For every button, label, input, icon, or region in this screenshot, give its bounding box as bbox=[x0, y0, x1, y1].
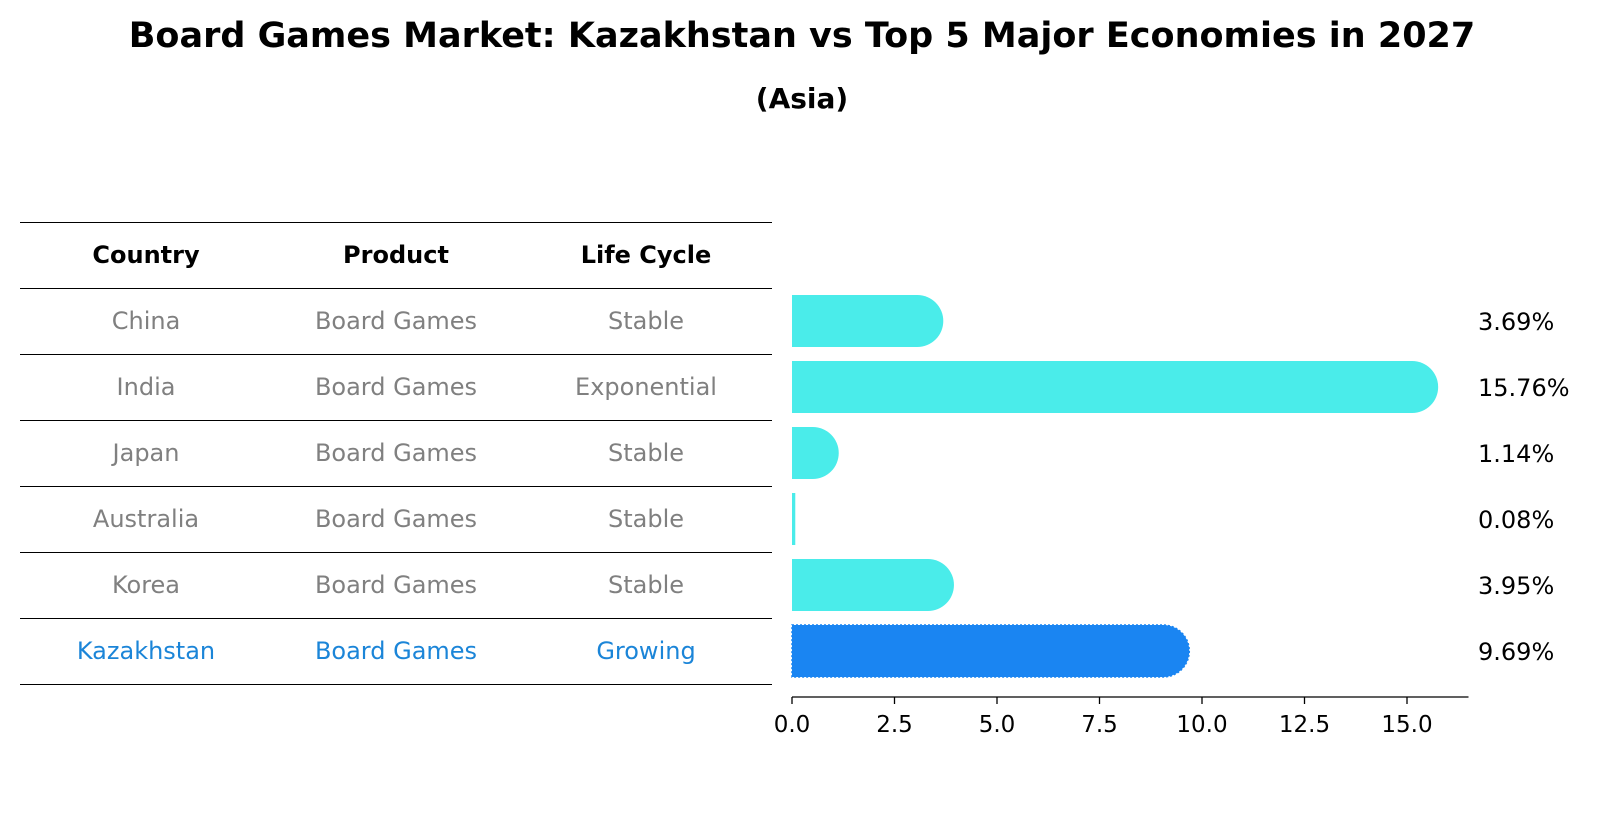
data-label: 9.69% bbox=[1478, 638, 1554, 666]
cell-product: Board Games bbox=[314, 439, 478, 467]
data-label: 3.69% bbox=[1478, 308, 1554, 336]
cell-life-cycle: Stable bbox=[607, 439, 685, 467]
cell-life-cycle: Stable bbox=[607, 505, 685, 533]
table-rule bbox=[20, 288, 772, 289]
cell-life-cycle: Stable bbox=[607, 307, 685, 335]
table-rule bbox=[20, 684, 772, 685]
table-row: China Board Games Stable bbox=[20, 288, 772, 354]
table-rule bbox=[20, 552, 772, 553]
table-row: Australia Board Games Stable bbox=[20, 486, 772, 552]
table-row: Korea Board Games Stable bbox=[20, 552, 772, 618]
x-tick-label: 2.5 bbox=[876, 712, 913, 738]
chart-title: Board Games Market: Kazakhstan vs Top 5 … bbox=[128, 16, 1476, 56]
table-row: India Board Games Exponential bbox=[20, 354, 772, 420]
x-tick-label: 7.5 bbox=[1081, 712, 1118, 738]
cell-country: China bbox=[111, 307, 181, 335]
bar-japan bbox=[792, 427, 839, 479]
table-rule bbox=[20, 618, 772, 619]
cell-product: Board Games bbox=[314, 571, 478, 599]
x-tick-label: 5.0 bbox=[979, 712, 1016, 738]
table-rule bbox=[20, 486, 772, 487]
cell-life-cycle: Exponential bbox=[575, 373, 717, 401]
cell-life-cycle: Growing bbox=[596, 637, 696, 665]
table-rule bbox=[20, 420, 772, 421]
cell-country: Korea bbox=[111, 571, 181, 599]
cell-product: Board Games bbox=[314, 373, 478, 401]
bar-australia bbox=[792, 493, 796, 545]
cell-product: Board Games bbox=[314, 637, 478, 665]
x-tick-label: 12.5 bbox=[1279, 712, 1330, 738]
table-rule bbox=[20, 354, 772, 355]
table-row: Japan Board Games Stable bbox=[20, 420, 772, 486]
cell-country: India bbox=[116, 373, 176, 401]
data-label: 0.08% bbox=[1478, 506, 1554, 534]
cell-product: Board Games bbox=[314, 307, 478, 335]
header-life-cycle: Life Cycle bbox=[580, 241, 712, 269]
data-label: 3.95% bbox=[1478, 572, 1554, 600]
data-label: 15.76% bbox=[1478, 374, 1570, 402]
cell-country: Kazakhstan bbox=[76, 637, 216, 665]
x-tick-label: 10.0 bbox=[1176, 712, 1227, 738]
table-header-row: Country Product Life Cycle bbox=[20, 222, 772, 288]
cell-life-cycle: Stable bbox=[607, 571, 685, 599]
header-country: Country bbox=[92, 241, 200, 269]
bar-kazakhstan bbox=[791, 624, 1191, 678]
bar-china bbox=[792, 295, 944, 347]
cell-country: Japan bbox=[112, 439, 180, 467]
x-tick-label: 15.0 bbox=[1381, 712, 1432, 738]
x-tick-label: 0.0 bbox=[774, 712, 811, 738]
data-label: 1.14% bbox=[1478, 440, 1554, 468]
cell-country: Australia bbox=[92, 505, 200, 533]
table-row-highlighted: Kazakhstan Board Games Growing bbox=[20, 618, 772, 684]
header-product: Product bbox=[343, 241, 449, 269]
chart-subtitle: (Asia) bbox=[755, 82, 849, 115]
cell-product: Board Games bbox=[314, 505, 478, 533]
bar-korea bbox=[792, 559, 954, 611]
bar-india bbox=[792, 361, 1439, 413]
table-rule bbox=[20, 222, 772, 223]
